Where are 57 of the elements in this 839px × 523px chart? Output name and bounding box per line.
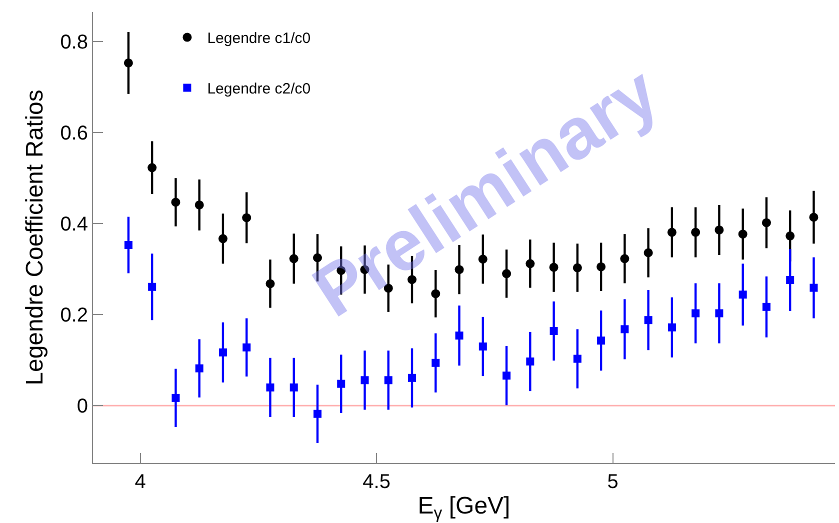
point: [242, 343, 251, 352]
y-tick-label: 0: [76, 396, 88, 418]
point: [715, 309, 724, 318]
point: [124, 58, 133, 68]
point: [714, 225, 724, 234]
point: [408, 374, 416, 382]
point: [360, 376, 369, 384]
point: [432, 358, 440, 367]
y-tick-label: 0.4: [60, 214, 88, 236]
point: [502, 372, 511, 380]
point: [762, 218, 771, 228]
y-tick-label: 0.8: [60, 32, 88, 54]
point: [455, 332, 464, 340]
x-tick-label: 4.5: [362, 471, 390, 493]
point: [597, 336, 606, 345]
point: [644, 316, 652, 324]
point: [266, 279, 275, 288]
y-axis-title: Legendre Coefficient Ratios: [21, 90, 48, 386]
point: [620, 325, 629, 334]
y-tick-label: 0.2: [60, 304, 88, 327]
point: [148, 163, 157, 172]
y-tick-label: 0.6: [60, 122, 88, 145]
point: [218, 234, 228, 244]
point: [289, 254, 298, 264]
point: [124, 241, 132, 250]
point: [762, 302, 770, 311]
point: [738, 230, 748, 239]
point: [691, 228, 700, 237]
point: [313, 410, 322, 418]
point: [242, 213, 252, 222]
point: [550, 327, 558, 336]
point: [337, 380, 346, 388]
point: [692, 309, 700, 318]
x-axis-title: E$_{γ}$ [GeV]: [418, 492, 510, 522]
point: [668, 323, 676, 332]
point: [526, 358, 534, 366]
point: [809, 212, 818, 222]
point: [195, 364, 204, 372]
legend-label: Legendre c2/c0: [207, 80, 311, 98]
point: [290, 383, 298, 392]
point: [738, 290, 747, 299]
point: [573, 354, 582, 363]
point: [148, 282, 156, 291]
point: [384, 376, 392, 384]
point: [266, 383, 274, 392]
legend-label: Legendre c1/c0: [207, 30, 311, 48]
point: [172, 394, 180, 402]
point: [786, 231, 795, 240]
point: [478, 342, 487, 350]
point: [218, 348, 227, 356]
x-tick-label: 4: [134, 471, 146, 493]
point: [171, 198, 180, 207]
point: [194, 200, 204, 210]
point: [786, 276, 794, 284]
point: [810, 284, 818, 292]
point: [667, 228, 676, 237]
x-tick-label: 5: [607, 471, 618, 493]
